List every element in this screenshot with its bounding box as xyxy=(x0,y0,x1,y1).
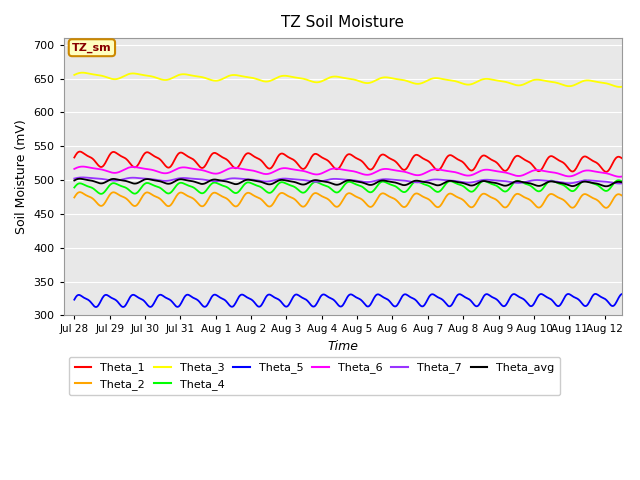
Theta_5 xyxy=(92,304,100,310)
Theta_6 xyxy=(105,169,113,175)
Theta_5 xyxy=(543,294,550,300)
Theta_6 xyxy=(79,164,86,169)
Theta_1 xyxy=(404,164,412,170)
Theta_6 xyxy=(487,167,495,173)
Theta_2 xyxy=(543,194,550,200)
Theta_6 xyxy=(543,168,550,174)
Theta_6 xyxy=(420,170,428,176)
Theta_avg xyxy=(487,180,495,185)
Theta_3 xyxy=(404,78,412,84)
Theta_avg xyxy=(543,180,550,185)
Theta_2 xyxy=(420,194,428,200)
Theta_1 xyxy=(105,154,113,159)
Theta_4 xyxy=(404,187,412,193)
Theta_3 xyxy=(487,76,495,82)
Theta_avg xyxy=(105,178,113,183)
Theta_5 xyxy=(389,303,397,309)
Theta_1 xyxy=(618,156,626,161)
Theta_avg xyxy=(404,181,412,187)
Theta_7 xyxy=(389,177,397,182)
Theta_4 xyxy=(615,178,623,183)
Theta_4 xyxy=(105,184,113,190)
Line: Theta_4: Theta_4 xyxy=(74,180,622,194)
Theta_7 xyxy=(79,175,86,180)
Theta_4 xyxy=(543,180,550,186)
Theta_3 xyxy=(618,84,626,90)
Theta_6 xyxy=(389,167,397,173)
Theta_2 xyxy=(404,202,412,207)
Theta_6 xyxy=(70,166,78,172)
Theta_1 xyxy=(76,149,84,155)
Theta_5 xyxy=(404,292,412,298)
Line: Theta_1: Theta_1 xyxy=(74,152,622,172)
Legend: Theta_1, Theta_2, Theta_3, Theta_4, Theta_5, Theta_6, Theta_7, Theta_avg: Theta_1, Theta_2, Theta_3, Theta_4, Thet… xyxy=(69,357,560,396)
Theta_4 xyxy=(420,181,428,187)
Line: Theta_7: Theta_7 xyxy=(74,178,622,183)
Theta_7 xyxy=(105,177,113,183)
Theta_1 xyxy=(603,169,611,175)
Theta_4 xyxy=(618,179,626,184)
Theta_avg xyxy=(70,178,78,183)
Theta_4 xyxy=(487,180,495,186)
Theta_5 xyxy=(105,293,113,299)
Theta_3 xyxy=(70,72,78,78)
Theta_6 xyxy=(618,174,626,180)
Theta_7 xyxy=(543,178,550,184)
Theta_5 xyxy=(70,297,78,302)
Theta_2 xyxy=(70,194,78,200)
Text: TZ_sm: TZ_sm xyxy=(72,43,112,53)
Theta_3 xyxy=(543,78,550,84)
Theta_avg xyxy=(76,176,84,181)
Theta_avg xyxy=(420,179,428,185)
Theta_avg xyxy=(618,180,626,185)
Theta_1 xyxy=(420,156,428,162)
Theta_4 xyxy=(97,191,105,197)
Theta_7 xyxy=(70,176,78,181)
Theta_1 xyxy=(389,157,397,163)
Theta_7 xyxy=(404,178,412,184)
X-axis label: Time: Time xyxy=(328,340,358,353)
Line: Theta_5: Theta_5 xyxy=(74,294,622,307)
Theta_2 xyxy=(389,195,397,201)
Theta_1 xyxy=(543,157,550,163)
Theta_2 xyxy=(618,193,626,199)
Theta_5 xyxy=(487,293,495,299)
Theta_2 xyxy=(76,189,84,195)
Line: Theta_avg: Theta_avg xyxy=(74,179,622,186)
Theta_7 xyxy=(618,180,626,186)
Theta_3 xyxy=(616,84,623,90)
Title: TZ Soil Moisture: TZ Soil Moisture xyxy=(282,15,404,30)
Theta_1 xyxy=(70,155,78,160)
Theta_3 xyxy=(389,75,397,81)
Theta_7 xyxy=(616,180,623,186)
Theta_6 xyxy=(404,170,412,176)
Line: Theta_3: Theta_3 xyxy=(74,72,622,87)
Theta_avg xyxy=(389,179,397,185)
Theta_3 xyxy=(105,75,113,81)
Theta_2 xyxy=(105,193,113,199)
Theta_3 xyxy=(420,79,428,85)
Theta_6 xyxy=(616,174,623,180)
Line: Theta_6: Theta_6 xyxy=(74,167,622,177)
Theta_7 xyxy=(487,177,495,183)
Theta_5 xyxy=(618,291,626,297)
Theta_5 xyxy=(420,302,428,308)
Theta_4 xyxy=(389,182,397,188)
Line: Theta_2: Theta_2 xyxy=(74,192,622,208)
Theta_2 xyxy=(602,205,610,211)
Theta_avg xyxy=(603,183,611,189)
Y-axis label: Soil Moisture (mV): Soil Moisture (mV) xyxy=(15,120,28,234)
Theta_1 xyxy=(487,156,495,162)
Theta_3 xyxy=(79,70,86,75)
Theta_7 xyxy=(420,179,428,184)
Theta_4 xyxy=(70,185,78,191)
Theta_2 xyxy=(487,194,495,200)
